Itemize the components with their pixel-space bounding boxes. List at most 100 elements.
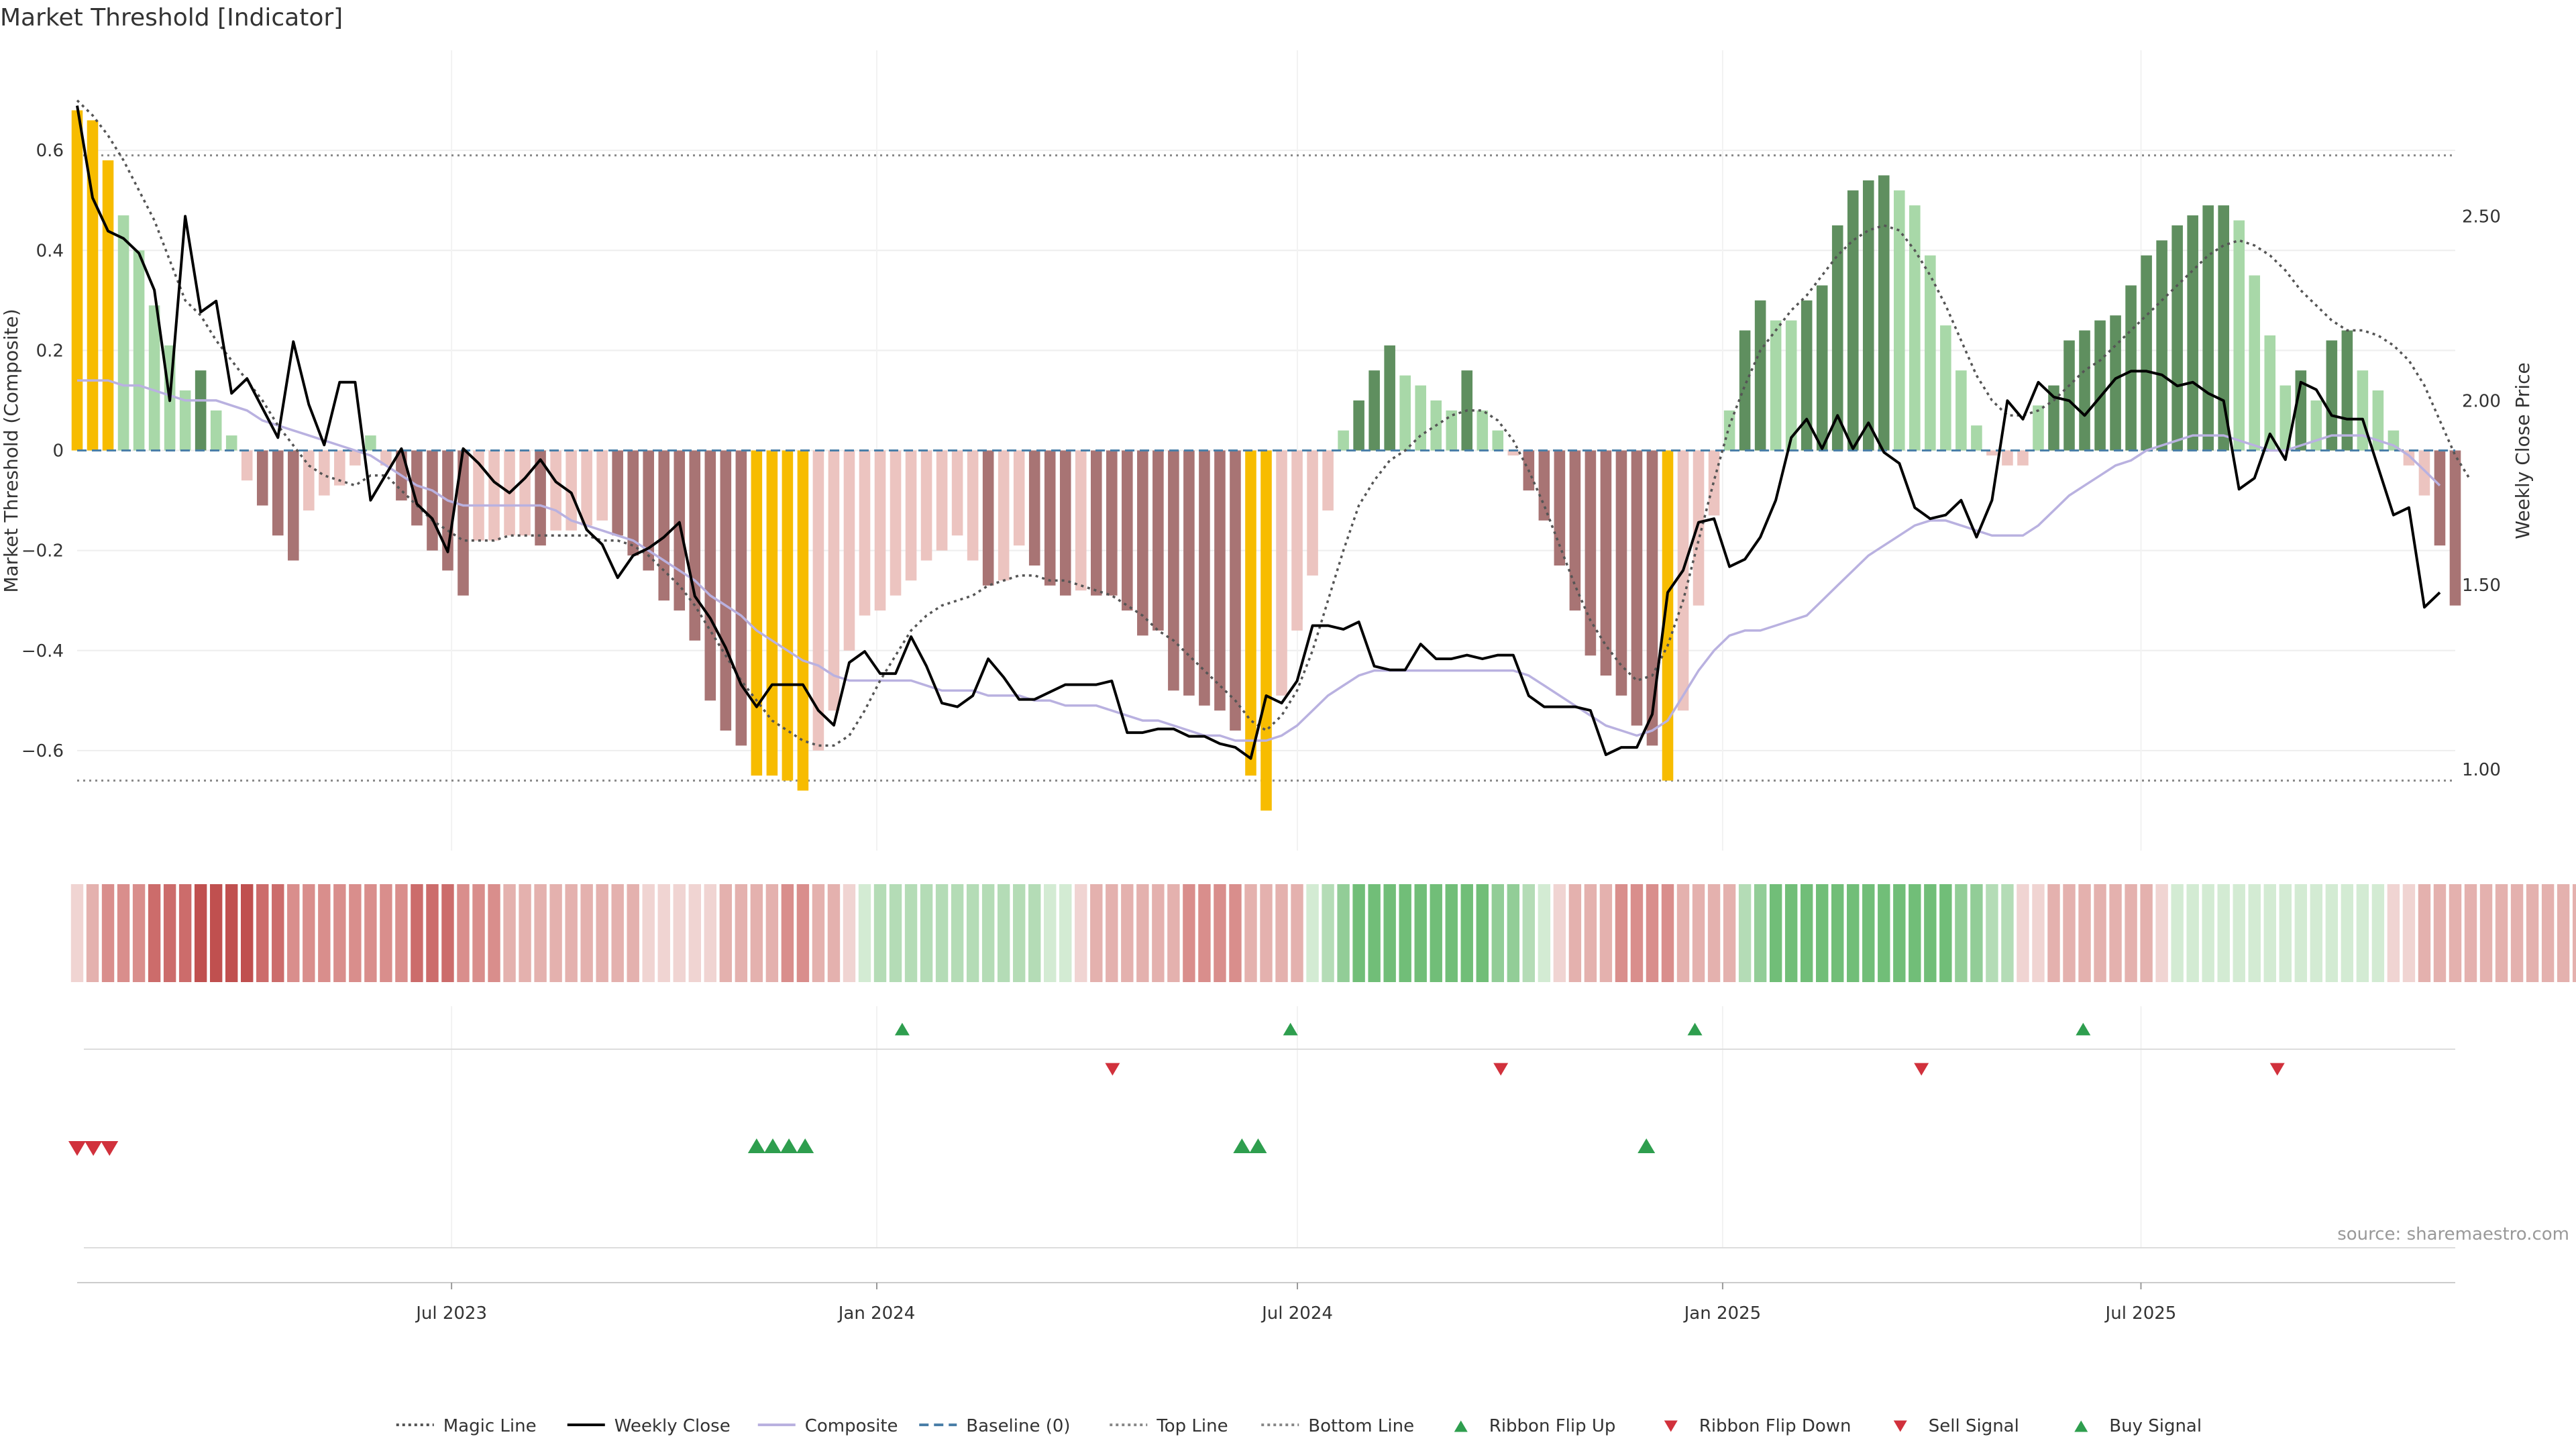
ribbon-cell: [657, 884, 670, 982]
threshold-bar: [674, 450, 686, 611]
ribbon-cell: [1723, 884, 1736, 982]
ribbon-cell: [765, 884, 779, 982]
ribbon-cell: [1229, 884, 1242, 982]
threshold-bar: [272, 450, 284, 536]
threshold-bar: [1028, 450, 1040, 566]
ribbon-cell: [380, 884, 392, 982]
threshold-bar: [1801, 300, 1813, 451]
threshold-bar: [1662, 450, 1674, 781]
x-tick-label: Jul 2023: [415, 1303, 487, 1324]
threshold-bar: [2125, 285, 2137, 451]
legend-marker: [1664, 1420, 1678, 1432]
threshold-bar: [951, 450, 963, 536]
ribbon-cell: [488, 884, 500, 982]
ribbon-cell: [1260, 884, 1273, 982]
threshold-bar: [658, 450, 670, 601]
threshold-bar: [2094, 320, 2106, 451]
threshold-bar: [195, 370, 207, 451]
y2-axis-label: Weekly Close Price: [2512, 362, 2534, 539]
threshold-bar: [1307, 450, 1318, 576]
threshold-bar: [2434, 450, 2446, 546]
y2-tick-label: 2.00: [2462, 391, 2501, 411]
ribbon-cell: [2017, 884, 2029, 982]
ribbon-cell: [2449, 884, 2462, 982]
ribbon-cell: [1136, 884, 1149, 982]
ribbon-cell: [1152, 884, 1165, 982]
threshold-bar: [782, 450, 794, 781]
threshold-bar: [117, 215, 129, 451]
threshold-bar: [2156, 240, 2167, 451]
threshold-bar: [458, 450, 469, 596]
ribbon-cell: [642, 884, 655, 982]
ribbon-cell: [2109, 884, 2122, 982]
threshold-bar: [998, 450, 1010, 581]
ribbon-cell: [1707, 884, 1721, 982]
threshold-bar: [2418, 450, 2430, 496]
ribbon-cell: [1522, 884, 1536, 982]
threshold-bar: [2249, 275, 2261, 451]
ribbon-cell: [241, 884, 254, 982]
ribbon-cell: [2387, 884, 2400, 982]
ribbon-cell: [1198, 884, 1211, 982]
ribbon-cell: [2171, 884, 2184, 982]
x-tick-label: Jul 2025: [2104, 1303, 2177, 1324]
signal-panel: [68, 1006, 2455, 1248]
ribbon-cell: [627, 884, 639, 982]
threshold-bar: [1059, 450, 1071, 596]
ribbon-cell: [750, 884, 763, 982]
threshold-bar: [1600, 450, 1612, 676]
threshold-bar: [473, 450, 484, 541]
legend: Magic Line Weekly Close Composite Baseline …: [396, 1416, 2202, 1436]
threshold-bar: [1677, 450, 1689, 711]
legend-marker: [1893, 1420, 1907, 1432]
threshold-bar: [643, 450, 655, 571]
threshold-bar: [287, 450, 299, 561]
ribbon-cell: [1183, 884, 1195, 982]
threshold-bar: [1013, 450, 1025, 546]
ribbon-cell: [1646, 884, 1659, 982]
source-note: source: sharemaestro.com: [2337, 1224, 2569, 1244]
ribbon-flip-up-marker: [2076, 1022, 2091, 1036]
threshold-bar: [874, 450, 886, 611]
threshold-bar: [535, 450, 546, 546]
legend-item: Ribbon Flip Down: [1664, 1416, 1851, 1436]
ribbon-cell: [2433, 884, 2447, 982]
legend-item: Ribbon Flip Up: [1454, 1416, 1615, 1436]
threshold-bar: [627, 450, 639, 556]
threshold-bar: [920, 450, 932, 561]
ribbon-cell: [1090, 884, 1103, 982]
threshold-bar: [1090, 450, 1102, 596]
buy-signal-marker: [1638, 1138, 1656, 1154]
ribbon-cell: [1909, 884, 1921, 982]
y2-tick-label: 1.50: [2462, 576, 2501, 596]
buy-signal-marker: [1249, 1138, 1267, 1154]
ribbon-cell: [796, 884, 810, 982]
threshold-bar: [2218, 205, 2229, 451]
main-panel: −0.6 −0.4 −0.2 0 0.2 0.4 0.6 1.00 1.50 2.00 2.50: [21, 50, 2501, 851]
threshold-bar: [689, 450, 701, 641]
threshold-bar: [859, 450, 871, 616]
threshold-bar: [2171, 225, 2183, 451]
ribbon-cell: [1970, 884, 1983, 982]
threshold-bar: [2341, 330, 2353, 451]
y-tick-label: −0.4: [21, 641, 64, 661]
y-tick-label: −0.2: [21, 541, 64, 561]
threshold-bar: [2202, 205, 2214, 451]
ribbon-cell: [1924, 884, 1937, 982]
threshold-bar: [210, 410, 222, 451]
ribbon-cell: [1491, 884, 1504, 982]
ribbon-cell: [2479, 884, 2493, 982]
threshold-bar: [148, 305, 160, 451]
ribbon-cell: [981, 884, 995, 982]
threshold-bar: [1122, 450, 1133, 611]
y-tick-label: 0.2: [36, 341, 64, 361]
threshold-bar: [596, 450, 608, 521]
ribbon-cell: [2371, 884, 2385, 982]
threshold-bar: [581, 450, 592, 526]
threshold-bar: [1785, 320, 1797, 451]
ribbon-cell: [1986, 884, 1998, 982]
threshold-bar: [350, 450, 361, 466]
ribbon-cell: [1214, 884, 1226, 982]
threshold-bar: [2141, 255, 2152, 451]
